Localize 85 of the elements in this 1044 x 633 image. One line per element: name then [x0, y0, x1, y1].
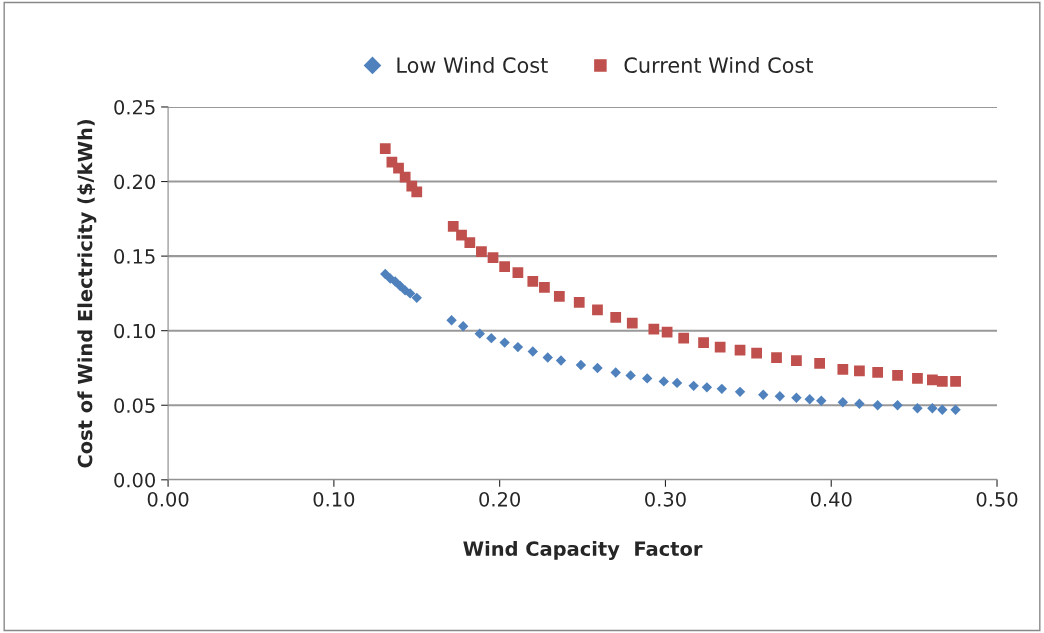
point [539, 282, 550, 293]
point [937, 404, 948, 415]
point [688, 380, 699, 392]
point [486, 332, 497, 344]
point [791, 355, 802, 366]
point [476, 246, 487, 258]
point [912, 373, 923, 384]
x-tick-label: 0.00 [147, 491, 189, 507]
point [474, 328, 485, 339]
point [499, 337, 510, 348]
point [872, 367, 884, 378]
y-tick-label: 0.00 [114, 472, 155, 488]
point [698, 337, 709, 348]
point [610, 311, 622, 323]
point [555, 355, 567, 366]
point [527, 346, 539, 357]
point [394, 280, 406, 292]
point [837, 397, 849, 408]
point [573, 296, 585, 308]
point [626, 317, 638, 329]
y-tick-label: 0.05 [114, 398, 155, 413]
point [457, 321, 469, 332]
point [661, 326, 673, 338]
point [553, 291, 565, 302]
point [774, 391, 786, 402]
point [751, 347, 763, 359]
x-tick-label: 0.40 [810, 491, 852, 507]
point [447, 220, 459, 232]
point [542, 352, 553, 363]
point [527, 276, 539, 287]
y-tick-label: 0.25 [114, 99, 155, 115]
point [734, 386, 746, 398]
point [678, 332, 690, 344]
x-axis-title: Wind Capacity Factor [463, 540, 703, 560]
legend-label: Current Wind Cost [624, 56, 813, 74]
point [837, 364, 849, 375]
x-tick-label: 0.30 [645, 491, 686, 507]
point [592, 362, 603, 374]
point [791, 392, 802, 403]
point [716, 383, 728, 395]
point [625, 370, 636, 381]
point [411, 292, 422, 304]
point [610, 367, 621, 378]
point [912, 403, 923, 414]
point [512, 267, 524, 278]
point [816, 395, 827, 406]
point [872, 400, 883, 411]
point [771, 352, 782, 363]
point [648, 323, 660, 335]
x-tick-label: 0.20 [479, 491, 521, 507]
y-tick-label: 0.15 [114, 249, 155, 264]
point [642, 373, 653, 384]
point [592, 304, 603, 316]
point [714, 341, 726, 353]
point [446, 315, 457, 326]
point [936, 376, 948, 387]
point [892, 370, 903, 381]
point [671, 377, 683, 389]
point [814, 358, 826, 369]
point [399, 171, 411, 183]
y-tick-label: 0.20 [114, 174, 155, 190]
point [456, 229, 467, 241]
point [701, 382, 713, 393]
point [804, 394, 815, 405]
point [512, 341, 524, 353]
point [854, 365, 865, 377]
point [379, 143, 391, 155]
point [487, 252, 499, 263]
point [950, 376, 961, 387]
point [499, 261, 511, 272]
point [758, 389, 769, 400]
point [393, 162, 404, 174]
point [464, 237, 476, 249]
point [411, 186, 423, 198]
point [575, 359, 587, 371]
legend-label: Low Wind Cost [397, 56, 548, 74]
x-tick-label: 0.10 [313, 491, 355, 507]
point [854, 398, 865, 409]
point [892, 400, 903, 411]
point [658, 376, 669, 387]
point [950, 404, 961, 415]
point [927, 403, 938, 414]
y-axis-title: Cost of Wind Electricity ($/kWh) [77, 119, 97, 468]
y-tick-label: 0.10 [114, 323, 155, 339]
x-tick-label: 0.50 [976, 491, 1018, 507]
